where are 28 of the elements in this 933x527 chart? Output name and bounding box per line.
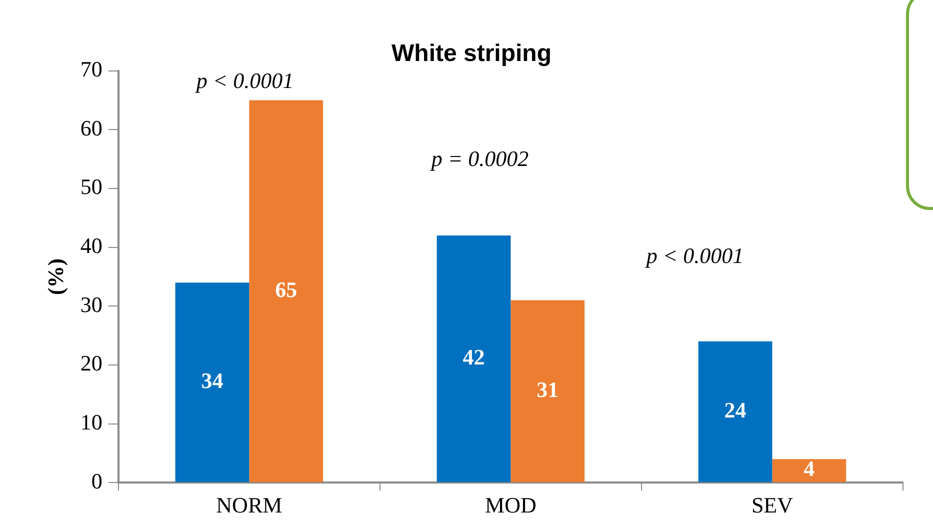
data-label: 42 — [462, 344, 485, 370]
data-label: 4 — [804, 456, 815, 481]
y-tick-label: 20 — [80, 350, 102, 376]
annotation: p < 0.0001 — [644, 242, 744, 268]
annotation: p = 0.0002 — [429, 146, 529, 171]
y-tick-label: 30 — [80, 292, 102, 317]
bar — [698, 341, 772, 482]
x-tick-label: MOD — [485, 492, 536, 518]
bar — [436, 236, 511, 482]
data-label: 24 — [724, 397, 746, 422]
annotation: p < 0.0001 — [194, 68, 294, 93]
y-tick-label: 50 — [80, 174, 102, 200]
data-label: 65 — [275, 276, 298, 302]
y-tick-label: 60 — [80, 115, 102, 140]
bar — [249, 100, 324, 482]
y-tick-label: 70 — [80, 56, 102, 82]
x-tick-label: SEV — [751, 492, 794, 518]
y-tick-label: 40 — [80, 233, 102, 258]
bar — [772, 459, 846, 482]
y-tick-label: 0 — [91, 468, 102, 494]
chart-title: White striping — [392, 40, 552, 68]
y-tick-label: 10 — [80, 410, 102, 435]
data-label: 34 — [201, 368, 224, 394]
y-axis-title: (%) — [42, 258, 68, 296]
bar — [175, 282, 250, 482]
bar — [510, 300, 585, 482]
data-label: 31 — [536, 376, 559, 402]
x-tick-label: NORM — [216, 492, 282, 518]
